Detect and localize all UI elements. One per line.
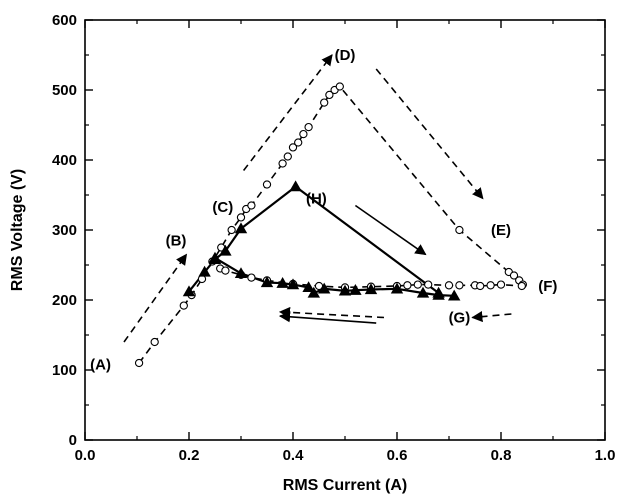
x-tick-label: 0.8 [491, 447, 512, 464]
circle-point [262, 180, 272, 189]
triangle-point [448, 289, 461, 301]
y-tick-label: 300 [52, 222, 77, 239]
y-tick-label: 0 [69, 432, 77, 449]
circle-point [134, 358, 144, 368]
x-tick-label: 0.2 [179, 447, 200, 464]
x-axis-ticks: 0.0 0.2 0.4 0.6 0.8 1.0 [75, 20, 616, 464]
circle-point [227, 225, 236, 235]
triangle-point [432, 288, 445, 300]
dashed-arrow [123, 253, 188, 343]
circle-point [325, 90, 334, 100]
annotation-label: (A) [90, 356, 111, 373]
circle-point [455, 281, 464, 290]
dashed-arrow [242, 54, 333, 171]
y-axis-ticks: 0 100 200 300 400 500 600 [52, 12, 605, 449]
series-markers [134, 82, 527, 368]
x-tick-label: 0.4 [283, 447, 305, 464]
triangle-point [260, 276, 274, 288]
circle-point [335, 82, 344, 91]
triangle-point [219, 244, 232, 256]
triangle-point [276, 277, 289, 288]
triangle-point [390, 282, 404, 294]
dashed-arrow [375, 68, 484, 200]
x-tick-label: 0.6 [387, 447, 408, 464]
circle-point [403, 281, 412, 290]
triangle-point [286, 278, 300, 290]
circle-point [299, 129, 308, 139]
circle-point [278, 159, 287, 168]
annotation-label: (B) [166, 233, 187, 250]
circle-point [496, 280, 506, 289]
circle-point [283, 152, 292, 161]
annotation-label: (G) [449, 310, 471, 327]
circle-point [150, 337, 159, 347]
circle-point [179, 301, 188, 310]
triangle-point [364, 283, 378, 295]
annotation-label: (D) [335, 47, 356, 64]
plot-frame [84, 19, 606, 441]
circle-point [509, 271, 519, 280]
circle-point [413, 280, 422, 289]
y-tick-label: 400 [52, 152, 77, 169]
triangle-point [318, 282, 331, 294]
circle-point [486, 281, 495, 290]
triangle-point [234, 222, 248, 234]
dashed-arrow [471, 311, 512, 323]
triangle-point [349, 284, 362, 295]
dashed-arrow [278, 306, 385, 319]
series-1-line [219, 267, 522, 289]
circle-point [444, 281, 454, 290]
circle-point [517, 281, 526, 291]
triangle-point [198, 265, 211, 277]
x-tick-label: 0.0 [75, 447, 96, 464]
circle-point [288, 143, 298, 152]
solid-arrow [354, 204, 427, 256]
y-tick-label: 500 [52, 82, 77, 99]
point-annotations: (A) (B) (C) (D) (E) (F) (G) (H) [90, 47, 557, 373]
x-axis-title: RMS Current (A) [283, 477, 407, 494]
triangle-point [208, 251, 222, 263]
circle-point [236, 213, 246, 222]
annotation-label: (F) [538, 278, 557, 295]
solid-arrow [278, 311, 377, 324]
y-axis-title: RMS Voltage (V) [9, 169, 26, 291]
y-tick-label: 600 [52, 12, 77, 29]
circle-point [247, 201, 256, 210]
circle-point [476, 281, 485, 291]
x-tick-label: 1.0 [595, 447, 616, 464]
annotation-label: (C) [212, 199, 233, 216]
y-tick-label: 200 [52, 292, 77, 309]
circle-point [424, 280, 433, 289]
triangle-point [338, 284, 352, 296]
circle-point [320, 98, 329, 107]
y-tick-label: 100 [52, 362, 77, 379]
triangle-point [302, 281, 315, 293]
circle-point [304, 122, 313, 132]
triangle-point [289, 180, 302, 192]
annotation-label: (E) [491, 222, 511, 239]
triangle-point [416, 286, 430, 298]
triangle-point [307, 286, 320, 298]
triangle-point [234, 267, 248, 279]
circle-point [247, 273, 256, 282]
circle-point [294, 138, 303, 147]
direction-arrows [123, 54, 512, 343]
annotation-label: (H) [306, 191, 327, 208]
circle-point [455, 225, 464, 235]
triangle-point [182, 285, 196, 297]
circle-point [221, 266, 230, 275]
